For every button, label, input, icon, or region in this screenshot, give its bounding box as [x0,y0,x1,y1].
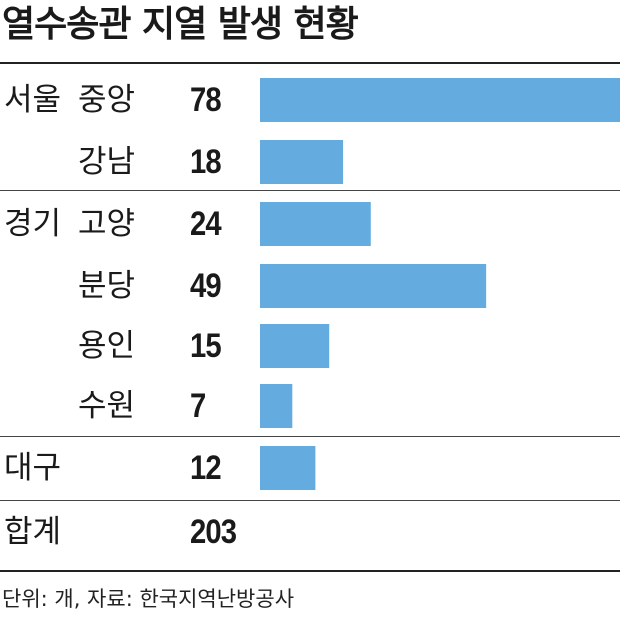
region-label: 경기 [4,206,62,242]
bar [260,384,293,428]
city-label: 강남 [78,144,136,180]
group-divider [0,190,620,191]
bar [260,140,344,184]
bar [260,324,330,368]
city-label: 수원 [78,388,136,424]
bar [260,202,371,246]
bottom-rule [0,570,620,572]
bar [260,78,620,122]
bar [260,264,487,308]
value-label: 7 [190,387,206,425]
group-divider [0,500,620,501]
value-label: 15 [190,327,222,365]
chart-title: 열수송관 지열 발생 현황 [2,4,359,45]
total-value: 203 [190,513,237,551]
value-label: 78 [190,81,222,119]
bar [260,446,316,490]
total-label: 합계 [4,514,62,550]
city-label: 중앙 [78,82,136,118]
value-label: 18 [190,143,222,181]
value-label: 49 [190,267,222,305]
top-rule [0,62,620,64]
group-divider [0,436,620,437]
value-label: 12 [190,449,222,487]
value-label: 24 [190,205,222,243]
source-note: 단위: 개, 자료: 한국지역난방공사 [2,587,295,611]
city-label: 분당 [78,268,136,304]
region-label: 서울 [4,82,62,118]
city-label: 용인 [78,328,136,364]
region-label: 대구 [4,450,62,486]
city-label: 고양 [78,206,136,242]
